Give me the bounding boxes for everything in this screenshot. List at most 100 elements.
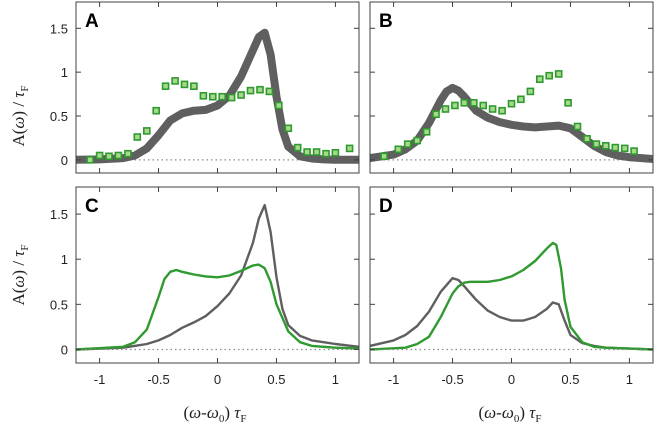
data-point	[554, 70, 563, 78]
data-point	[256, 85, 264, 94]
y-tick-label: 1.5	[50, 21, 68, 36]
ylabel-bottom: A(ω) / τF	[9, 244, 31, 305]
data-point	[86, 156, 94, 164]
x-tick-label: 0	[508, 372, 515, 387]
data-point	[573, 122, 582, 131]
data-point	[422, 128, 431, 136]
data-point	[312, 148, 321, 156]
axes-frame	[369, 186, 654, 364]
data-point	[535, 75, 544, 83]
data-point	[380, 152, 388, 161]
axes-frame	[75, 1, 360, 174]
panel-b: B	[369, 1, 654, 174]
axes-frame	[75, 186, 360, 364]
x-tick-label: 0	[214, 372, 221, 387]
data-point	[331, 149, 340, 157]
plot-area	[370, 83, 653, 163]
data-point	[124, 149, 132, 158]
y-tick-label: 0.5	[50, 297, 68, 312]
gray-curve	[76, 203, 359, 351]
data-point	[601, 142, 610, 150]
panel-label: A	[85, 11, 99, 32]
x-tick-label: -0.5	[147, 372, 169, 387]
data-point	[592, 140, 601, 148]
data-point	[303, 148, 311, 156]
theory-band	[370, 83, 653, 163]
data-point	[237, 91, 245, 99]
data-point	[460, 99, 469, 107]
data-point	[517, 95, 525, 104]
x-tick-label: 0.5	[561, 372, 579, 387]
data-point	[143, 127, 151, 135]
ylabel-top: A(ω) / τF	[9, 85, 31, 146]
y-tick-label: 0	[61, 153, 68, 168]
data-point	[218, 92, 226, 101]
data-point	[403, 140, 412, 148]
data-point	[199, 92, 208, 100]
data-point	[322, 149, 330, 158]
data-point	[630, 147, 638, 155]
panel-d: -1 -0.5 0 0.5 1 D	[369, 186, 654, 387]
y-tick-label: 1.5	[50, 207, 68, 222]
data-point	[451, 101, 459, 110]
x-tick-label: 0.5	[267, 372, 285, 387]
data-point	[413, 136, 422, 145]
data-point	[209, 92, 217, 101]
y-tick-label: 0	[61, 342, 68, 357]
xlabel-left: (ω-ω0) τF	[183, 403, 246, 425]
xlabel-right: (ω-ω0) τF	[478, 403, 541, 425]
data-point	[180, 80, 189, 89]
data-point	[564, 99, 572, 107]
panels-layer: 0 0.5 1 1.5 A B 0 0.5 1 1.5 -1 -0.5 0 0.5 1 C -1 -0.5 0 0.5…	[50, 1, 654, 387]
panel-label: D	[379, 196, 393, 217]
x-tick-label: -1	[388, 372, 400, 387]
y-tick-label: 1	[61, 65, 68, 80]
data-point	[95, 151, 104, 160]
data-point	[161, 82, 170, 90]
data-point	[293, 143, 302, 152]
x-tick-label: 1	[332, 372, 339, 387]
y-tick-label: 0.5	[50, 109, 68, 124]
green-curve	[76, 263, 359, 351]
data-point	[620, 144, 629, 153]
data-point	[190, 82, 198, 90]
data-point	[171, 77, 179, 85]
data-point	[265, 87, 274, 96]
data-point	[227, 93, 236, 102]
plot-area	[370, 241, 653, 351]
data-point	[114, 151, 123, 160]
data-point	[507, 99, 516, 108]
x-tick-label: -0.5	[441, 372, 463, 387]
data-point	[133, 133, 142, 141]
data-point	[583, 135, 591, 143]
plot-area	[76, 203, 359, 351]
panel-label: C	[85, 196, 99, 217]
panel-c: 0 0.5 1 1.5 -1 -0.5 0 0.5 1 C	[50, 186, 360, 387]
data-point	[284, 124, 293, 133]
data-point	[441, 105, 450, 113]
data-point	[274, 101, 283, 110]
theory-band	[76, 28, 359, 164]
data-point	[246, 86, 255, 95]
data-point	[394, 145, 403, 154]
panel-label: B	[379, 11, 393, 32]
data-point	[152, 106, 160, 115]
panel-a: 0 0.5 1 1.5 A	[50, 1, 360, 174]
data-point	[611, 143, 620, 152]
data-point	[526, 87, 535, 96]
x-tick-label: 1	[626, 372, 633, 387]
green-curve	[370, 241, 653, 351]
data-point	[498, 106, 506, 115]
x-tick-label: -1	[94, 372, 106, 387]
data-point	[432, 110, 440, 118]
plot-area	[76, 28, 359, 164]
data-point	[479, 101, 488, 110]
data-point	[545, 71, 554, 80]
data-point	[469, 99, 478, 107]
gray-curve	[370, 277, 653, 351]
data-point	[345, 144, 354, 153]
data-point	[488, 105, 497, 113]
y-tick-label: 1	[61, 252, 68, 267]
data-point	[105, 152, 113, 161]
